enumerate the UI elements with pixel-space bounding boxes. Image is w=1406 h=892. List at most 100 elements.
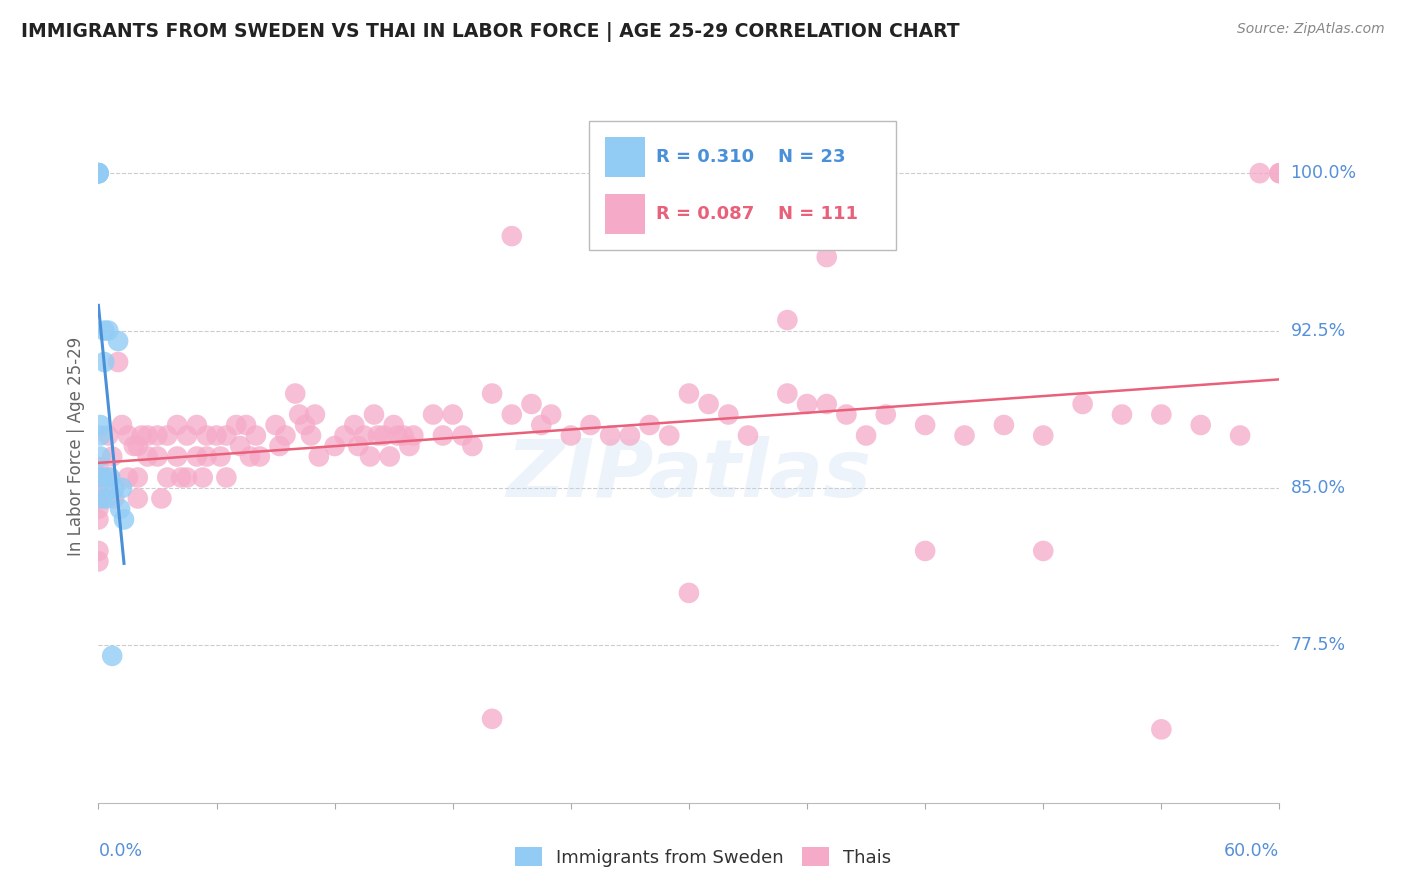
Point [815, 397, 838, 411]
Point [422, 408, 444, 422]
FancyBboxPatch shape [605, 137, 645, 177]
Point [398, 439, 420, 453]
Point [359, 450, 381, 464]
Point [87, 166, 110, 180]
Point [87, 166, 110, 180]
Point [308, 450, 330, 464]
Point [87, 554, 110, 568]
Point [91, 470, 114, 484]
Point [560, 428, 582, 442]
Point [87, 470, 110, 484]
Text: 77.5%: 77.5% [1291, 636, 1346, 655]
Point [103, 481, 125, 495]
Point [1189, 417, 1212, 432]
Point [98, 470, 121, 484]
Point [451, 428, 474, 442]
Point [101, 648, 124, 663]
Point [176, 428, 198, 442]
Point [697, 397, 720, 411]
Point [195, 450, 218, 464]
Point [117, 428, 139, 442]
Point [97, 324, 120, 338]
Point [209, 450, 232, 464]
Point [166, 417, 188, 432]
Point [127, 439, 149, 453]
Point [501, 229, 523, 244]
Text: 0.0%: 0.0% [98, 842, 142, 860]
Point [481, 386, 503, 401]
Point [993, 417, 1015, 432]
Point [122, 439, 145, 453]
Point [186, 417, 208, 432]
Point [107, 355, 129, 369]
Point [323, 439, 346, 453]
Point [1111, 408, 1133, 422]
Point [599, 428, 621, 442]
Point [579, 417, 602, 432]
FancyBboxPatch shape [589, 121, 896, 250]
Point [229, 439, 252, 453]
Point [93, 355, 115, 369]
Point [678, 586, 700, 600]
Point [87, 166, 110, 180]
Point [1150, 723, 1173, 737]
Point [111, 481, 134, 495]
Point [796, 397, 818, 411]
Text: R = 0.310: R = 0.310 [655, 148, 754, 166]
Point [235, 417, 257, 432]
Point [294, 417, 316, 432]
Point [195, 428, 218, 442]
Point [1268, 166, 1291, 180]
Point [136, 428, 159, 442]
Text: IMMIGRANTS FROM SWEDEN VS THAI IN LABOR FORCE | AGE 25-29 CORRELATION CHART: IMMIGRANTS FROM SWEDEN VS THAI IN LABOR … [21, 22, 960, 42]
Point [146, 428, 169, 442]
Point [146, 450, 169, 464]
Point [1249, 166, 1271, 180]
Point [215, 470, 238, 484]
Point [481, 712, 503, 726]
Point [387, 428, 409, 442]
Point [288, 408, 311, 422]
Text: Source: ZipAtlas.com: Source: ZipAtlas.com [1237, 22, 1385, 37]
Point [136, 450, 159, 464]
Point [402, 428, 425, 442]
Point [249, 450, 271, 464]
Point [87, 512, 110, 526]
Point [378, 450, 401, 464]
Point [678, 386, 700, 401]
Point [373, 428, 395, 442]
Point [392, 428, 415, 442]
Point [737, 428, 759, 442]
Point [367, 428, 389, 442]
Point [87, 166, 110, 180]
Text: 92.5%: 92.5% [1291, 321, 1346, 340]
Point [815, 250, 838, 264]
FancyBboxPatch shape [605, 194, 645, 234]
Point [333, 428, 356, 442]
Point [87, 166, 110, 180]
Point [717, 408, 740, 422]
Point [87, 481, 110, 495]
Y-axis label: In Labor Force | Age 25-29: In Labor Force | Age 25-29 [66, 336, 84, 556]
Point [215, 428, 238, 442]
Point [97, 428, 120, 442]
Point [89, 450, 111, 464]
Point [855, 428, 877, 442]
Point [87, 491, 110, 506]
Point [87, 460, 110, 475]
Point [835, 408, 858, 422]
Point [530, 417, 553, 432]
Point [1268, 166, 1291, 180]
Point [96, 491, 118, 506]
Text: 85.0%: 85.0% [1291, 479, 1346, 497]
Point [1071, 397, 1094, 411]
Point [87, 544, 110, 558]
Point [127, 470, 149, 484]
Point [117, 470, 139, 484]
Point [875, 408, 897, 422]
Point [520, 397, 543, 411]
Point [441, 408, 464, 422]
Point [170, 470, 193, 484]
Point [191, 470, 214, 484]
Point [347, 439, 370, 453]
